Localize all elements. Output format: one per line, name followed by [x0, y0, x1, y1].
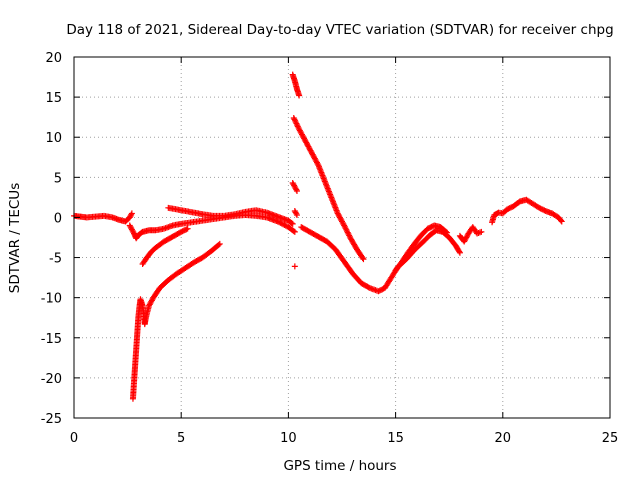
data-series-segment-6 — [289, 71, 303, 99]
data-point — [557, 217, 564, 224]
data-point — [478, 228, 485, 235]
data-point — [293, 210, 300, 217]
data-point — [288, 220, 295, 227]
data-layer — [71, 71, 565, 402]
x-tick-label: 0 — [70, 431, 78, 446]
y-axis-label: SDTVAR / TECUs — [7, 183, 23, 293]
data-point — [314, 160, 321, 167]
tick-layer: 0 5 10 15 20 25 -25 -20 -15 -10 -5 0 5 10 15 20 — [41, 51, 619, 446]
data-point — [456, 248, 463, 255]
data-point — [183, 226, 190, 233]
data-point — [293, 186, 300, 193]
y-tick-label: 5 — [54, 171, 62, 186]
data-point — [128, 210, 135, 217]
data-series-segment-11 — [298, 224, 463, 295]
data-point — [290, 228, 297, 235]
data-series-segment-13 — [456, 224, 485, 245]
data-point — [184, 225, 191, 232]
y-tick-label: -10 — [41, 292, 62, 307]
data-point — [289, 220, 296, 227]
y-tick-label: -25 — [41, 412, 62, 427]
data-point — [456, 249, 463, 256]
plot-frame — [73, 56, 611, 419]
chart-title: Day 118 of 2021, Sidereal Day-to-day VTE… — [66, 22, 613, 38]
data-point — [558, 218, 565, 225]
data-series-segment-5 — [139, 225, 191, 267]
data-point — [293, 187, 300, 194]
y-tick-label: -5 — [49, 252, 62, 267]
x-axis-label: GPS time / hours — [283, 458, 396, 474]
data-point — [216, 240, 223, 247]
data-point — [293, 212, 300, 219]
y-tick-label: 15 — [45, 91, 62, 106]
y-tick-label: -15 — [41, 332, 62, 347]
data-point — [359, 254, 366, 261]
data-series-segment-3 — [165, 204, 296, 227]
data-point — [296, 92, 303, 99]
y-tick-label: 0 — [54, 211, 62, 226]
data-series-segment-8 — [289, 179, 300, 194]
data-point — [442, 228, 449, 235]
x-tick-label: 20 — [495, 431, 512, 446]
data-series-segment-7 — [290, 114, 367, 263]
y-tick-label: -20 — [41, 372, 62, 387]
data-point — [215, 241, 222, 248]
y-tick-label: 20 — [45, 51, 62, 66]
data-series-segment-4 — [129, 240, 223, 402]
data-point — [291, 263, 298, 270]
y-tick-label: 10 — [45, 131, 62, 146]
data-series-segment-10 — [291, 263, 298, 270]
data-point — [444, 229, 451, 236]
data-series-segment-9 — [291, 208, 300, 219]
data-series-segment-12 — [392, 222, 451, 274]
x-tick-label: 15 — [387, 431, 404, 446]
data-point — [365, 284, 372, 291]
x-tick-label: 25 — [602, 431, 619, 446]
data-series-segment-14 — [489, 196, 565, 226]
data-point — [128, 211, 135, 218]
x-tick-label: 5 — [177, 431, 185, 446]
data-point — [360, 256, 367, 263]
x-tick-label: 10 — [280, 431, 297, 446]
data-point — [291, 228, 298, 235]
